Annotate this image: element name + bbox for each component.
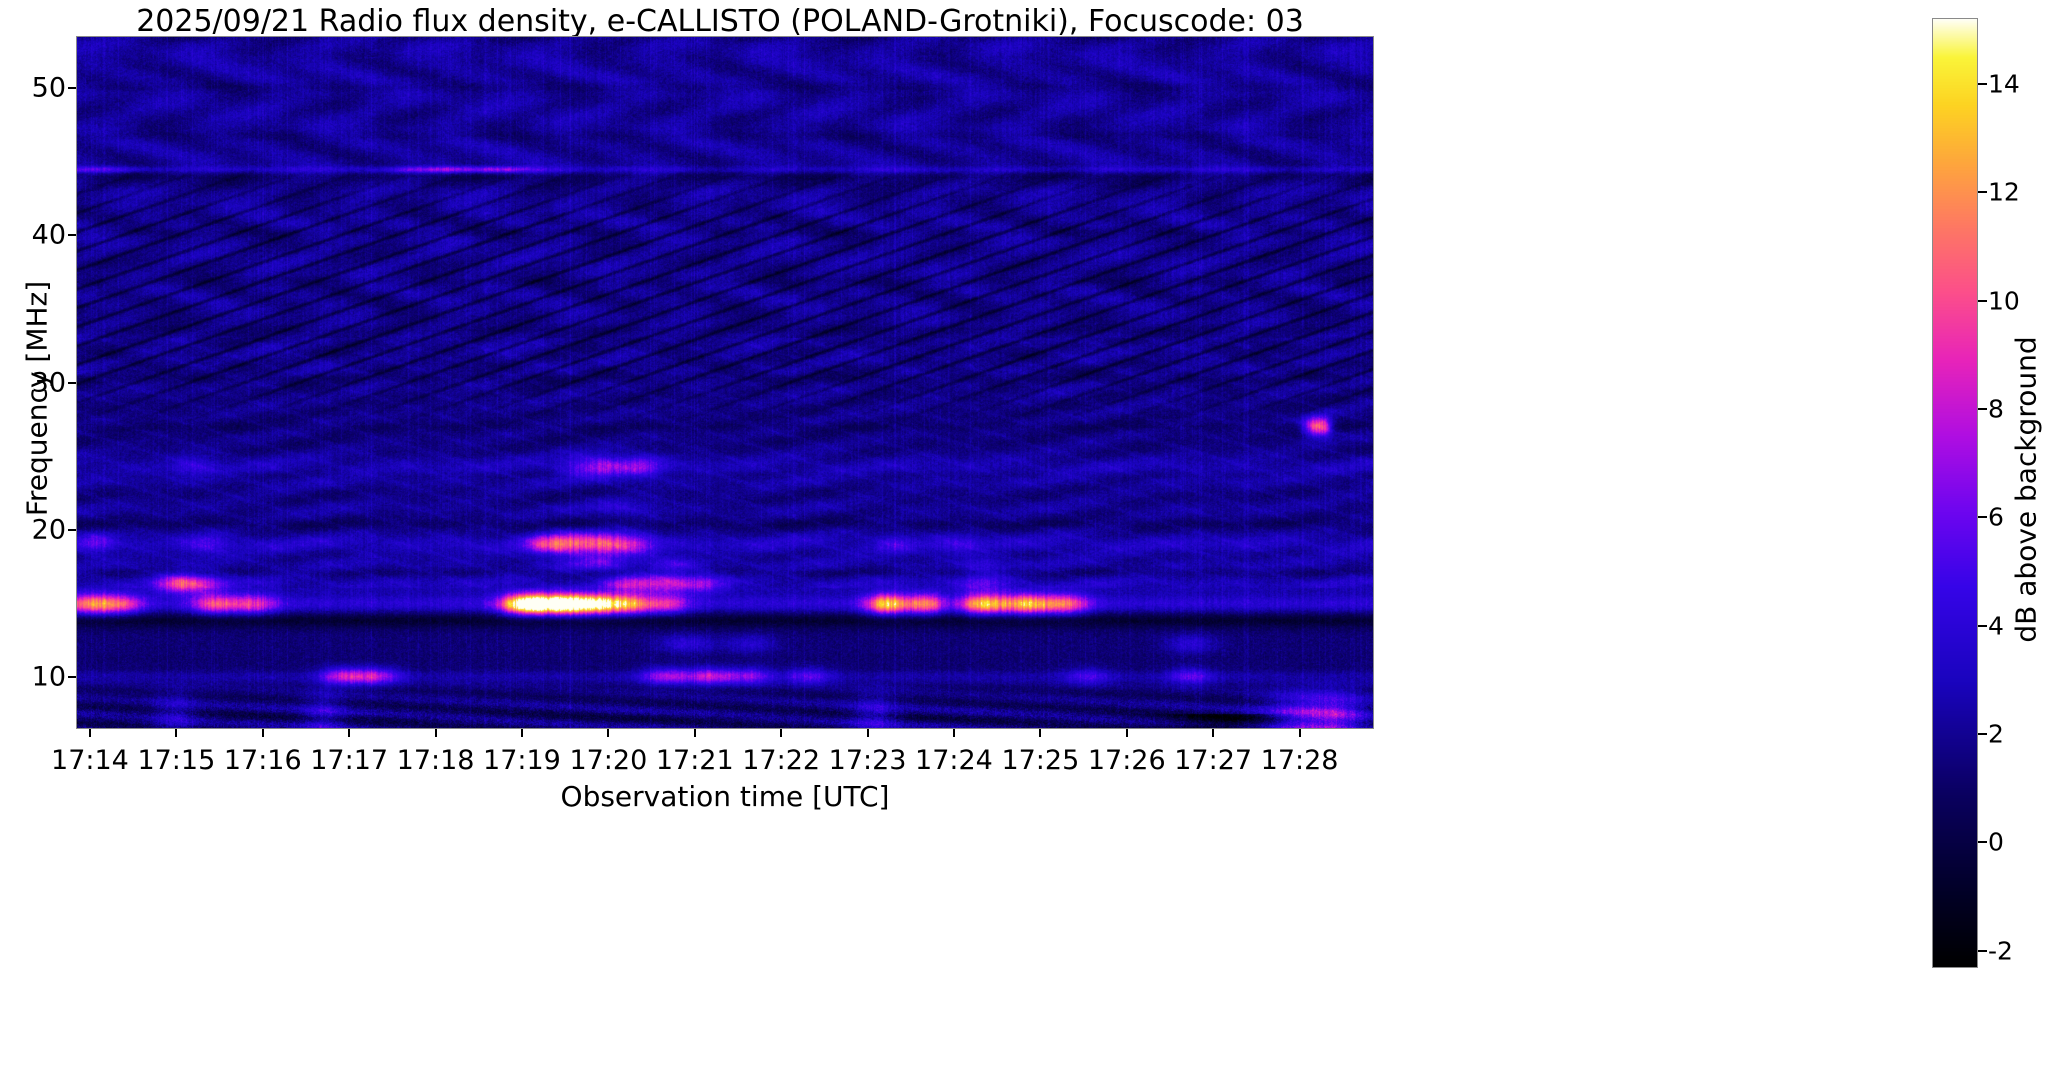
- x-tick-label: 17:16: [223, 745, 302, 776]
- x-tick-label: 17:24: [915, 745, 993, 776]
- x-tick-label: 17:15: [137, 745, 216, 776]
- x-tick-mark: [607, 729, 610, 737]
- x-tick-mark: [1298, 729, 1301, 737]
- x-axis: 17:14 17:15 17:16 17:17 17:18 17:19 17:20 17:21…: [51, 729, 1374, 789]
- y-tick-mark: [68, 528, 76, 531]
- colorbar-gradient: [1932, 18, 1978, 968]
- colorbar-tick-mark: [1978, 191, 1987, 194]
- colorbar: dB above background -2 0 2 4 6 8 10 12 14: [1932, 18, 2047, 978]
- y-tick-label: 30: [31, 367, 66, 398]
- x-tick-mark: [88, 729, 91, 737]
- colorbar-tick-label: 12: [1988, 177, 2020, 207]
- x-tick-mark: [1212, 729, 1215, 737]
- colorbar-tick-label: 4: [1988, 611, 2004, 641]
- x-tick-mark: [434, 729, 437, 737]
- x-tick-mark: [175, 729, 178, 737]
- colorbar-tick-label: 8: [1988, 394, 2004, 424]
- colorbar-tick-mark: [1978, 516, 1987, 519]
- colorbar-tick-mark: [1978, 624, 1987, 627]
- x-tick-mark: [348, 729, 351, 737]
- x-tick-mark: [693, 729, 696, 737]
- x-tick-label: 17:19: [483, 745, 561, 776]
- colorbar-tick-mark: [1978, 949, 1987, 952]
- x-tick-mark: [780, 729, 783, 737]
- x-tick-label: 17:26: [1087, 745, 1166, 776]
- x-tick-mark: [1039, 729, 1042, 737]
- x-tick-label: 17:17: [310, 745, 389, 776]
- y-tick-mark: [68, 675, 76, 678]
- spectrogram-plot: [76, 36, 1374, 729]
- colorbar-canvas: [1933, 19, 1977, 967]
- page-title: 2025/09/21 Radio flux density, e-CALLIST…: [136, 4, 1304, 39]
- x-tick-label: 17:18: [396, 745, 475, 776]
- x-tick-label: 17:20: [569, 745, 648, 776]
- x-tick-mark: [520, 729, 523, 737]
- y-axis: Frequency [MHz] 50 40 30 20 10: [0, 36, 76, 729]
- y-tick-label: 40: [31, 219, 66, 251]
- y-tick-mark: [68, 87, 76, 90]
- y-tick-label: 20: [31, 514, 66, 546]
- x-tick-label: 17:22: [742, 745, 821, 776]
- y-tick-label: 10: [31, 661, 66, 693]
- colorbar-tick-label: 6: [1988, 502, 2004, 532]
- colorbar-tick-label: 2: [1988, 719, 2004, 749]
- colorbar-tick-mark: [1978, 83, 1987, 85]
- x-tick-mark: [1125, 729, 1128, 737]
- x-tick-label: 17:23: [828, 745, 907, 776]
- y-tick-mark: [68, 234, 76, 237]
- y-axis-label: Frequency [MHz]: [20, 280, 54, 517]
- y-tick-label: 50: [31, 72, 66, 104]
- x-tick-label: 17:27: [1174, 745, 1253, 776]
- y-tick-mark: [68, 381, 76, 384]
- x-tick-mark: [261, 729, 264, 737]
- colorbar-tick-label: 0: [1988, 827, 2004, 857]
- x-tick-label: 17:14: [51, 745, 129, 776]
- x-tick-mark: [952, 729, 955, 737]
- spectrogram-canvas: [77, 37, 1373, 728]
- x-tick-mark: [866, 729, 869, 737]
- x-tick-label: 17:25: [1001, 745, 1080, 776]
- colorbar-tick-mark: [1978, 733, 1987, 736]
- colorbar-tick-mark: [1978, 841, 1987, 844]
- x-tick-label: 17:21: [655, 745, 734, 776]
- colorbar-tick-mark: [1978, 299, 1987, 302]
- x-axis-label: Observation time [UTC]: [560, 780, 890, 813]
- colorbar-tick-label: 14: [1988, 69, 2020, 99]
- x-tick-label: 17:28: [1260, 745, 1339, 776]
- colorbar-tick-mark: [1978, 408, 1987, 411]
- colorbar-tick-label: -2: [1988, 936, 2013, 966]
- colorbar-tick-label: 10: [1988, 286, 2020, 316]
